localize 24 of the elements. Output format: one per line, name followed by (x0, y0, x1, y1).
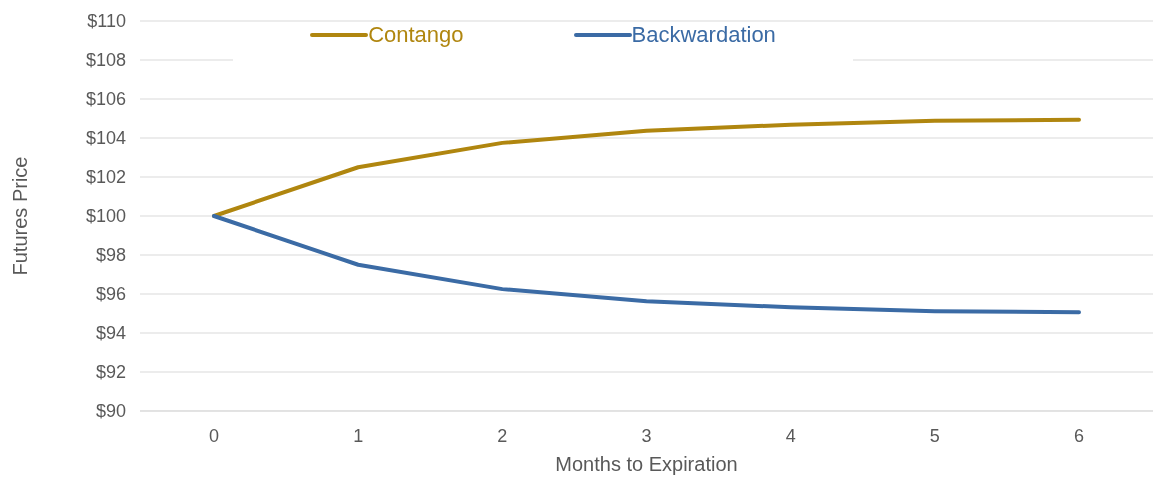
y-tick-label: $100 (85, 206, 126, 227)
x-tick-label: 6 (1073, 425, 1085, 446)
x-axis-title: Months to Expiration (555, 453, 738, 475)
y-tick-label: $110 (87, 11, 126, 32)
y-tick-label: $102 (85, 167, 126, 188)
x-tick-label: 0 (208, 425, 220, 446)
y-tick-label: $92 (95, 362, 126, 383)
y-tick-label: $98 (95, 245, 126, 266)
x-tick-label: 5 (929, 425, 940, 446)
x-tick-label: 3 (641, 425, 652, 446)
legend-label: Backwardation (630, 22, 776, 48)
y-tick-label: $104 (85, 128, 126, 149)
x-tick-label: 1 (353, 425, 364, 446)
x-tick-label: 2 (497, 425, 508, 446)
y-tick-label: $106 (85, 89, 126, 110)
legend-label: Contango (367, 22, 464, 48)
x-tick-label: 4 (785, 425, 796, 446)
line-series (212, 214, 1081, 315)
line-series (212, 117, 1081, 218)
y-tick-label: $108 (85, 50, 126, 71)
y-tick-label: $94 (95, 323, 126, 344)
y-axis-title: Futures Price (9, 156, 32, 276)
y-tick-label: $96 (95, 284, 126, 305)
y-tick-label: $90 (95, 401, 126, 422)
